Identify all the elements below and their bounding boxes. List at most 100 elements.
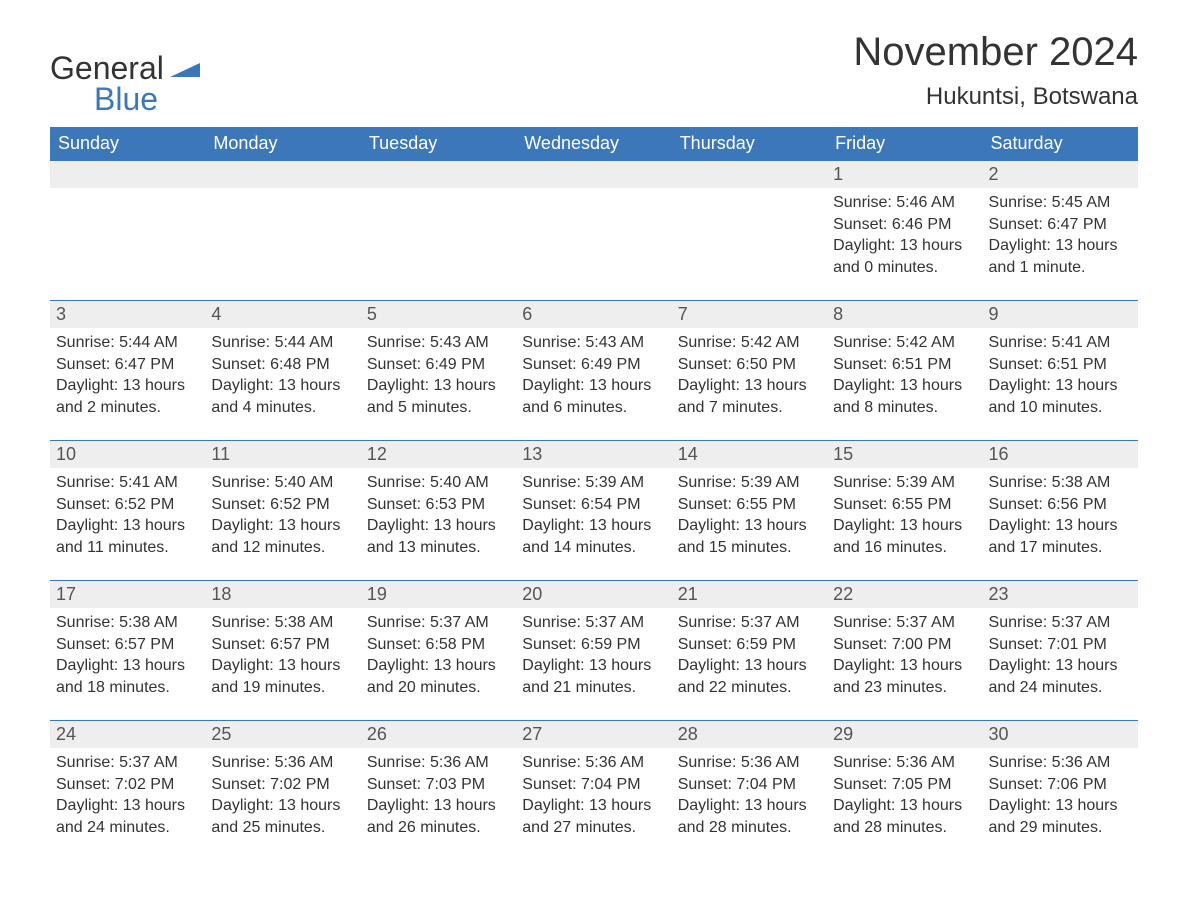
daylight-line: Daylight: 13 hours and 28 minutes. bbox=[678, 795, 821, 838]
calendar-cell: 27Sunrise: 5:36 AMSunset: 7:04 PMDayligh… bbox=[516, 720, 671, 860]
daylight-line: Daylight: 13 hours and 13 minutes. bbox=[367, 515, 510, 558]
calendar-cell: 13Sunrise: 5:39 AMSunset: 6:54 PMDayligh… bbox=[516, 440, 671, 580]
sunset-line: Sunset: 6:57 PM bbox=[56, 634, 199, 656]
sunset-line: Sunset: 6:48 PM bbox=[211, 354, 354, 376]
day-number: 23 bbox=[983, 580, 1138, 608]
sunrise-line: Sunrise: 5:39 AM bbox=[833, 472, 976, 494]
sunrise-line: Sunrise: 5:36 AM bbox=[678, 752, 821, 774]
daylight-line: Daylight: 13 hours and 0 minutes. bbox=[833, 235, 976, 278]
sunrise-line: Sunrise: 5:37 AM bbox=[367, 612, 510, 634]
day-number: 1 bbox=[827, 160, 982, 188]
day-details: Sunrise: 5:39 AMSunset: 6:54 PMDaylight:… bbox=[516, 468, 671, 568]
calendar-cell: 26Sunrise: 5:36 AMSunset: 7:03 PMDayligh… bbox=[361, 720, 516, 860]
day-number: 16 bbox=[983, 440, 1138, 468]
weekday-header: Saturday bbox=[983, 127, 1138, 160]
sunset-line: Sunset: 6:59 PM bbox=[678, 634, 821, 656]
sunset-line: Sunset: 6:56 PM bbox=[989, 494, 1132, 516]
title-area: November 2024 Hukuntsi, Botswana bbox=[853, 30, 1138, 121]
sunrise-line: Sunrise: 5:36 AM bbox=[211, 752, 354, 774]
day-number: 8 bbox=[827, 300, 982, 328]
daylight-line: Daylight: 13 hours and 1 minute. bbox=[989, 235, 1132, 278]
calendar-cell: 5Sunrise: 5:43 AMSunset: 6:49 PMDaylight… bbox=[361, 300, 516, 440]
day-details: Sunrise: 5:44 AMSunset: 6:48 PMDaylight:… bbox=[205, 328, 360, 428]
daylight-line: Daylight: 13 hours and 25 minutes. bbox=[211, 795, 354, 838]
daylight-line: Daylight: 13 hours and 15 minutes. bbox=[678, 515, 821, 558]
daylight-line: Daylight: 13 hours and 10 minutes. bbox=[989, 375, 1132, 418]
sunrise-line: Sunrise: 5:37 AM bbox=[989, 612, 1132, 634]
day-number: 9 bbox=[983, 300, 1138, 328]
sunset-line: Sunset: 7:03 PM bbox=[367, 774, 510, 796]
empty-day-header bbox=[205, 160, 360, 188]
day-details: Sunrise: 5:37 AMSunset: 6:59 PMDaylight:… bbox=[672, 608, 827, 708]
day-number: 2 bbox=[983, 160, 1138, 188]
sunrise-line: Sunrise: 5:44 AM bbox=[56, 332, 199, 354]
day-details: Sunrise: 5:39 AMSunset: 6:55 PMDaylight:… bbox=[827, 468, 982, 568]
calendar-cell: 30 Sunrise: 5:36 AMSunset: 7:06 PMDayligh… bbox=[983, 720, 1138, 860]
sunset-line: Sunset: 6:47 PM bbox=[989, 214, 1132, 236]
day-details: Sunrise: 5:46 AMSunset: 6:46 PMDaylight:… bbox=[827, 188, 982, 288]
calendar-cell: 3 Sunrise: 5:44 AMSunset: 6:47 PMDaylight… bbox=[50, 300, 205, 440]
weekday-header: Sunday bbox=[50, 127, 205, 160]
calendar-cell: 14Sunrise: 5:39 AMSunset: 6:55 PMDayligh… bbox=[672, 440, 827, 580]
sunset-line: Sunset: 6:47 PM bbox=[56, 354, 199, 376]
daylight-line: Daylight: 13 hours and 29 minutes. bbox=[989, 795, 1132, 838]
empty-day-header bbox=[361, 160, 516, 188]
daylight-line: Daylight: 13 hours and 4 minutes. bbox=[211, 375, 354, 418]
sunrise-line: Sunrise: 5:40 AM bbox=[211, 472, 354, 494]
header: General Blue November 2024 Hukuntsi, Bot… bbox=[50, 30, 1138, 121]
sunset-line: Sunset: 7:06 PM bbox=[989, 774, 1132, 796]
sunset-line: Sunset: 7:04 PM bbox=[678, 774, 821, 796]
calendar-header: SundayMondayTuesdayWednesdayThursdayFrid… bbox=[50, 127, 1138, 160]
daylight-line: Daylight: 13 hours and 24 minutes. bbox=[56, 795, 199, 838]
sunrise-line: Sunrise: 5:43 AM bbox=[522, 332, 665, 354]
day-details: Sunrise: 5:36 AMSunset: 7:02 PMDaylight:… bbox=[205, 748, 360, 848]
sunset-line: Sunset: 6:54 PM bbox=[522, 494, 665, 516]
calendar-cell bbox=[361, 160, 516, 300]
sunrise-line: Sunrise: 5:38 AM bbox=[56, 612, 199, 634]
sunrise-line: Sunrise: 5:36 AM bbox=[989, 752, 1132, 774]
day-number: 3 bbox=[50, 300, 205, 328]
sunrise-line: Sunrise: 5:46 AM bbox=[833, 192, 976, 214]
sunrise-line: Sunrise: 5:36 AM bbox=[833, 752, 976, 774]
sunrise-line: Sunrise: 5:37 AM bbox=[833, 612, 976, 634]
sunrise-line: Sunrise: 5:37 AM bbox=[522, 612, 665, 634]
calendar-cell: 23Sunrise: 5:37 AMSunset: 7:01 PMDayligh… bbox=[983, 580, 1138, 720]
sunset-line: Sunset: 6:58 PM bbox=[367, 634, 510, 656]
calendar-cell: 25Sunrise: 5:36 AMSunset: 7:02 PMDayligh… bbox=[205, 720, 360, 860]
calendar-cell: 2 Sunrise: 5:45 AMSunset: 6:47 PMDaylight… bbox=[983, 160, 1138, 300]
day-number: 19 bbox=[361, 580, 516, 608]
calendar-cell: 4Sunrise: 5:44 AMSunset: 6:48 PMDaylight… bbox=[205, 300, 360, 440]
day-number: 14 bbox=[672, 440, 827, 468]
daylight-line: Daylight: 13 hours and 2 minutes. bbox=[56, 375, 199, 418]
location: Hukuntsi, Botswana bbox=[853, 83, 1138, 111]
daylight-line: Daylight: 13 hours and 5 minutes. bbox=[367, 375, 510, 418]
calendar-cell: 17Sunrise: 5:38 AMSunset: 6:57 PMDayligh… bbox=[50, 580, 205, 720]
day-number: 28 bbox=[672, 720, 827, 748]
empty-day-header bbox=[50, 160, 205, 188]
sunset-line: Sunset: 6:57 PM bbox=[211, 634, 354, 656]
sunset-line: Sunset: 6:51 PM bbox=[833, 354, 976, 376]
sunset-line: Sunset: 6:46 PM bbox=[833, 214, 976, 236]
sunset-line: Sunset: 7:02 PM bbox=[211, 774, 354, 796]
sunset-line: Sunset: 6:49 PM bbox=[367, 354, 510, 376]
day-number: 26 bbox=[361, 720, 516, 748]
calendar-cell: 24Sunrise: 5:37 AMSunset: 7:02 PMDayligh… bbox=[50, 720, 205, 860]
sunset-line: Sunset: 6:52 PM bbox=[211, 494, 354, 516]
sunset-line: Sunset: 6:53 PM bbox=[367, 494, 510, 516]
calendar-cell: 15Sunrise: 5:39 AMSunset: 6:55 PMDayligh… bbox=[827, 440, 982, 580]
weekday-header: Wednesday bbox=[516, 127, 671, 160]
day-number: 10 bbox=[50, 440, 205, 468]
calendar-cell: 19Sunrise: 5:37 AMSunset: 6:58 PMDayligh… bbox=[361, 580, 516, 720]
day-details: Sunrise: 5:37 AMSunset: 7:00 PMDaylight:… bbox=[827, 608, 982, 708]
daylight-line: Daylight: 13 hours and 17 minutes. bbox=[989, 515, 1132, 558]
sunrise-line: Sunrise: 5:45 AM bbox=[989, 192, 1132, 214]
day-number: 30 bbox=[983, 720, 1138, 748]
day-number: 12 bbox=[361, 440, 516, 468]
day-details: Sunrise: 5:36 AMSunset: 7:04 PMDaylight:… bbox=[516, 748, 671, 848]
daylight-line: Daylight: 13 hours and 8 minutes. bbox=[833, 375, 976, 418]
day-number: 4 bbox=[205, 300, 360, 328]
month-title: November 2024 bbox=[853, 30, 1138, 75]
daylight-line: Daylight: 13 hours and 23 minutes. bbox=[833, 655, 976, 698]
calendar-cell: 7Sunrise: 5:42 AMSunset: 6:50 PMDaylight… bbox=[672, 300, 827, 440]
sunset-line: Sunset: 6:59 PM bbox=[522, 634, 665, 656]
